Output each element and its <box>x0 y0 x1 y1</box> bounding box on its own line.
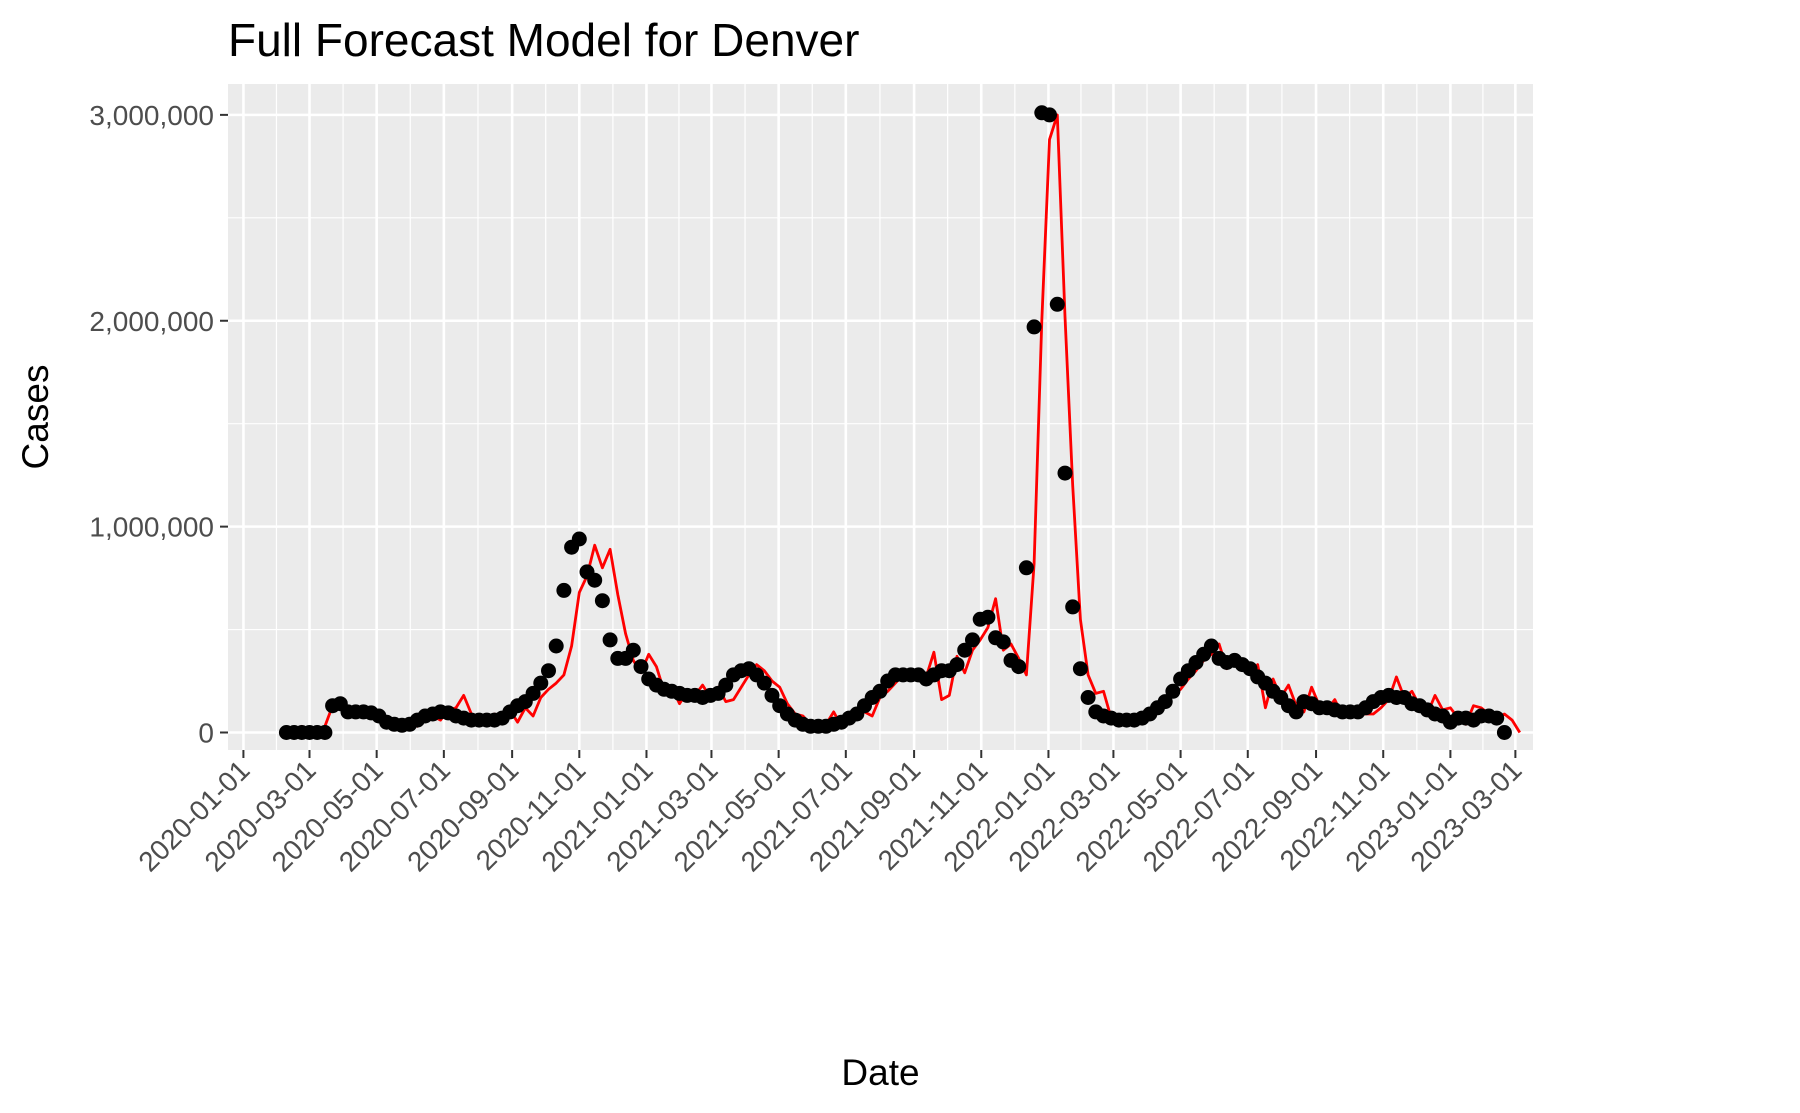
observed-point <box>533 675 549 691</box>
observed-point <box>764 687 780 703</box>
observed-point <box>1042 107 1057 123</box>
observed-point <box>718 677 734 693</box>
observed-point <box>602 632 618 648</box>
observed-point <box>872 683 888 699</box>
observed-point <box>1165 683 1181 699</box>
observed-point <box>949 657 965 673</box>
observed-point <box>594 593 610 609</box>
observed-point <box>957 642 973 658</box>
observed-point <box>1203 638 1219 654</box>
observed-point <box>571 531 587 547</box>
observed-point <box>1496 725 1512 740</box>
y-tick-label: 1,000,000 <box>89 512 214 543</box>
y-tick-label: 0 <box>198 718 214 749</box>
observed-point <box>965 632 980 648</box>
observed-point <box>1072 661 1088 677</box>
observed-point <box>756 675 772 691</box>
observed-point <box>625 642 641 658</box>
observed-point <box>525 685 541 701</box>
y-axis: 0 1,000,000 2,000,000 3,000,000 <box>89 100 228 749</box>
x-axis: 2020-01-012020-03-012020-05-012020-07-01… <box>132 750 1528 878</box>
observed-point <box>1057 465 1073 481</box>
y-axis-title: Cases <box>15 365 56 470</box>
observed-point <box>633 659 649 675</box>
observed-point <box>980 609 996 625</box>
observed-point <box>1026 319 1042 335</box>
observed-point <box>995 634 1011 650</box>
x-axis-title: Date <box>841 1052 919 1093</box>
observed-point <box>1157 694 1173 710</box>
observed-point <box>541 663 556 679</box>
observed-point <box>548 638 564 654</box>
y-tick-label: 2,000,000 <box>89 306 214 337</box>
observed-point <box>556 582 572 598</box>
observed-point <box>1049 296 1065 312</box>
observed-point <box>1288 704 1304 720</box>
observed-point <box>1489 710 1505 726</box>
observed-point <box>1080 690 1096 705</box>
observed-point <box>1065 599 1081 615</box>
observed-point <box>317 725 333 740</box>
y-tick-label: 3,000,000 <box>89 100 214 131</box>
chart-title: Full Forecast Model for Denver <box>228 14 859 66</box>
observed-point <box>1011 659 1027 675</box>
major-gridlines <box>228 84 1533 750</box>
observed-points-layer <box>278 105 1512 740</box>
observed-point <box>1018 560 1034 576</box>
observed-point <box>587 572 603 588</box>
